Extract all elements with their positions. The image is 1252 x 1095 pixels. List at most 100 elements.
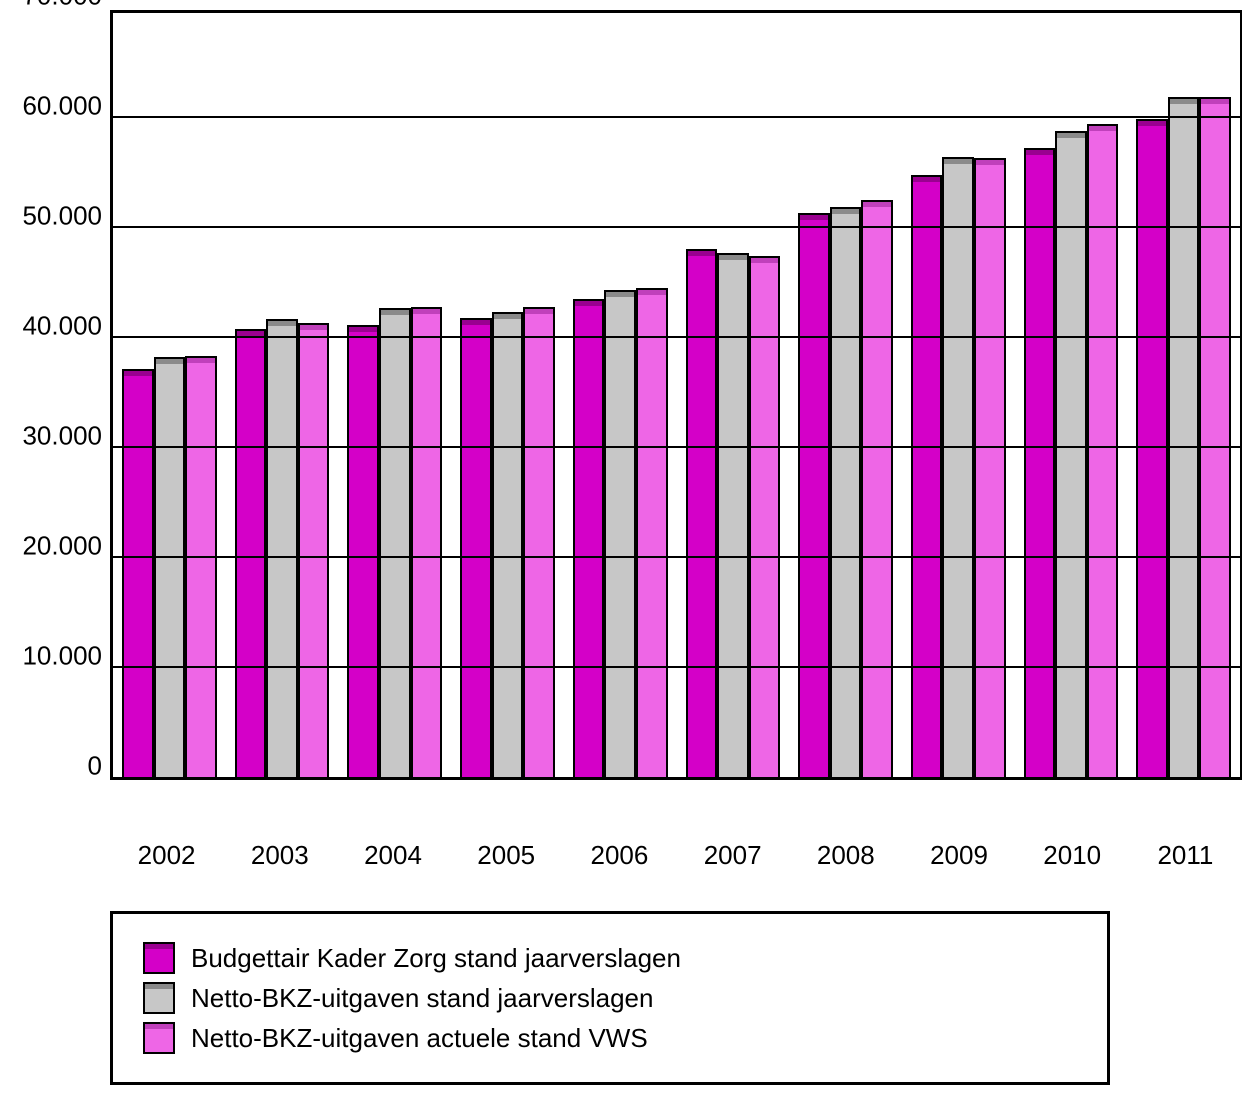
gridline	[113, 226, 1240, 228]
bar	[154, 357, 186, 777]
bar	[235, 329, 267, 777]
x-tick-label: 2008	[789, 830, 902, 871]
x-tick-label: 2010	[1016, 830, 1129, 871]
bar-group	[677, 13, 790, 777]
bar	[379, 308, 411, 777]
bar-top-accent	[1201, 99, 1229, 104]
bar-group	[451, 13, 564, 777]
gridline	[113, 446, 1240, 448]
bar	[636, 288, 668, 778]
bar-top-accent	[800, 215, 828, 220]
bar-top-accent	[976, 160, 1004, 165]
bar	[942, 157, 974, 777]
bar-group	[1127, 13, 1240, 777]
bar-top-accent	[638, 290, 666, 295]
gridline	[113, 336, 1240, 338]
bar-top-accent	[719, 255, 747, 260]
bar-top-accent	[349, 327, 377, 332]
bar	[1087, 124, 1119, 777]
bar-top-accent	[688, 251, 716, 256]
bar-group	[789, 13, 902, 777]
bar	[1168, 97, 1200, 777]
chart-area: 010.00020.00030.00040.00050.00060.00070.…	[10, 10, 1242, 830]
bar-top-accent	[124, 371, 152, 376]
bar-group	[338, 13, 451, 777]
bar-top-accent	[1170, 99, 1198, 104]
bar-group	[1015, 13, 1128, 777]
legend-item: Netto-BKZ-uitgaven stand jaarverslagen	[143, 978, 1077, 1018]
bars-container	[113, 13, 1240, 777]
legend-swatch	[143, 942, 175, 974]
bar-top-accent	[863, 202, 891, 207]
legend-swatch	[143, 1022, 175, 1054]
y-tick-label: 50.000	[22, 201, 102, 232]
x-tick-label: 2011	[1129, 830, 1242, 871]
bar	[686, 249, 718, 777]
bar	[604, 290, 636, 777]
x-tick-label: 2002	[110, 830, 223, 871]
legend-item: Netto-BKZ-uitgaven actuele stand VWS	[143, 1018, 1077, 1058]
gridline	[113, 116, 1240, 118]
x-tick-label: 2004	[336, 830, 449, 871]
y-tick-label: 40.000	[22, 311, 102, 342]
legend: Budgettair Kader Zorg stand jaarverslage…	[110, 911, 1110, 1085]
bar	[347, 325, 379, 777]
bar	[298, 323, 330, 777]
bar-top-accent	[462, 320, 490, 325]
bar-group	[113, 13, 226, 777]
x-tick-label: 2009	[902, 830, 1015, 871]
bar-top-accent	[944, 159, 972, 164]
y-tick-label: 60.000	[22, 91, 102, 122]
bar	[798, 213, 830, 777]
y-axis: 010.00020.00030.00040.00050.00060.00070.…	[10, 10, 110, 830]
bar	[523, 307, 555, 777]
plot-area	[110, 10, 1242, 780]
bar	[266, 319, 298, 777]
bar-top-accent	[1026, 150, 1054, 155]
bar-top-accent	[494, 314, 522, 319]
bar	[1136, 119, 1168, 777]
x-tick-label: 2006	[563, 830, 676, 871]
bar-top-accent	[1089, 126, 1117, 131]
bar-top-accent	[300, 325, 328, 330]
bar-top-accent	[156, 359, 184, 364]
bar	[911, 175, 943, 777]
bar	[411, 307, 443, 777]
bar	[974, 158, 1006, 777]
bar-top-accent	[1057, 133, 1085, 138]
legend-item: Budgettair Kader Zorg stand jaarverslage…	[143, 938, 1077, 978]
bar-top-accent	[913, 177, 941, 182]
y-tick-label: 70.000	[22, 0, 102, 12]
bar	[1055, 131, 1087, 777]
bar-top-accent	[751, 258, 779, 263]
bar-group	[902, 13, 1015, 777]
bar	[861, 200, 893, 778]
x-tick-label: 2003	[223, 830, 336, 871]
y-tick-label: 20.000	[22, 531, 102, 562]
bar	[460, 318, 492, 777]
x-tick-label: 2007	[676, 830, 789, 871]
bar-chart: 010.00020.00030.00040.00050.00060.00070.…	[10, 10, 1242, 1085]
gridline	[113, 556, 1240, 558]
bar	[1024, 148, 1056, 777]
legend-label: Budgettair Kader Zorg stand jaarverslage…	[191, 943, 681, 974]
y-tick-label: 0	[88, 751, 102, 782]
bar-top-accent	[832, 209, 860, 214]
y-tick-label: 10.000	[22, 641, 102, 672]
bar-top-accent	[413, 309, 441, 314]
bar	[492, 312, 524, 777]
bar-group	[564, 13, 677, 777]
legend-label: Netto-BKZ-uitgaven stand jaarverslagen	[191, 983, 653, 1014]
bar-top-accent	[525, 309, 553, 314]
bar-top-accent	[606, 292, 634, 297]
bar-top-accent	[381, 310, 409, 315]
x-axis: 2002200320042005200620072008200920102011	[110, 830, 1242, 871]
bar-group	[226, 13, 339, 777]
bar	[830, 207, 862, 777]
x-tick-label: 2005	[450, 830, 563, 871]
bar-top-accent	[575, 301, 603, 306]
bar-top-accent	[268, 321, 296, 326]
bar	[185, 356, 217, 777]
bar-top-accent	[1138, 121, 1166, 126]
bar	[717, 253, 749, 777]
